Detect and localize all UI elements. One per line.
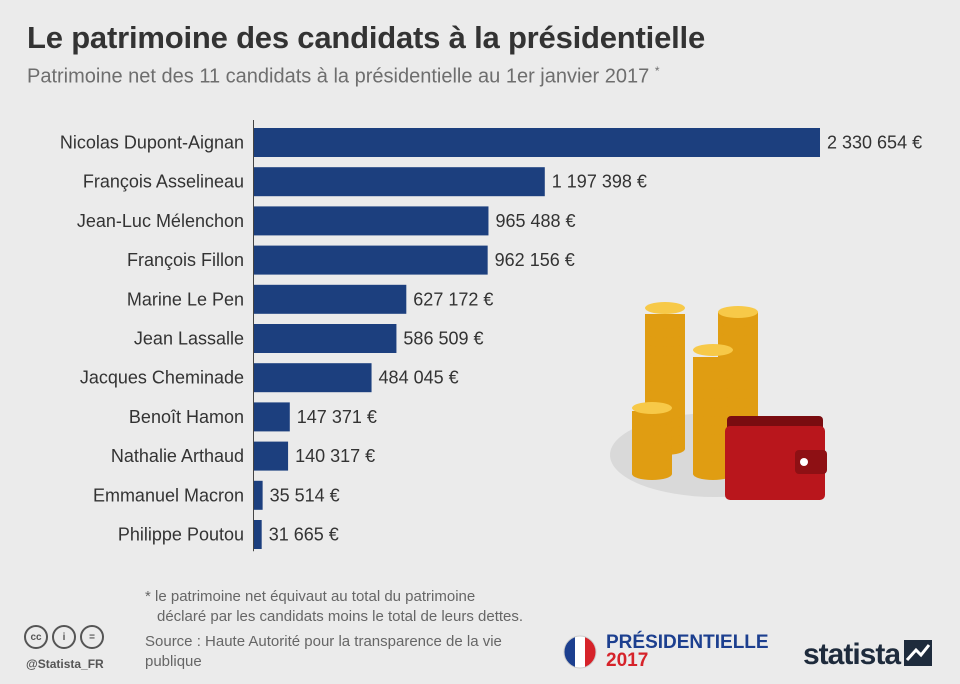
coin-top — [632, 402, 672, 414]
bar — [254, 441, 289, 471]
coin-edge — [632, 450, 672, 462]
source-note: Source : Haute Autorité pour la transpar… — [145, 633, 502, 670]
value-label: 140 317 € — [295, 446, 375, 466]
bar — [254, 167, 545, 197]
coin-top — [718, 306, 758, 318]
coin-edge — [645, 389, 685, 401]
coin-edge — [645, 371, 685, 383]
footnote-line1: * le patrimoine net équivaut au total du… — [145, 588, 476, 605]
bar — [254, 206, 489, 236]
coin-edge — [693, 360, 733, 372]
coin-edge — [718, 324, 758, 336]
coin-edge — [693, 450, 733, 462]
coin-edge — [693, 387, 733, 399]
coin-edge — [693, 414, 733, 426]
category-label: Benoît Hamon — [129, 407, 244, 427]
bar — [254, 363, 372, 393]
coin-edge — [645, 353, 685, 365]
coin-edge — [693, 432, 733, 444]
wallet-icon — [725, 416, 827, 500]
coin-edge — [693, 459, 733, 471]
presidentielle-badge: PRÉSIDENTIELLE 2017 — [562, 632, 769, 671]
category-label: Nicolas Dupont-Aignan — [60, 133, 244, 153]
chart-subtitle: Patrimoine net des 11 candidats à la pré… — [27, 64, 659, 89]
coin-edge — [645, 380, 685, 392]
category-label: Marine Le Pen — [127, 289, 244, 309]
coin-edge — [632, 432, 672, 444]
value-label: 1 197 398 € — [552, 172, 647, 192]
coin-edge — [718, 315, 758, 327]
value-label: 962 156 € — [495, 250, 575, 270]
cc-icon: cc — [24, 625, 48, 649]
coin-edge — [632, 441, 672, 453]
bar — [254, 245, 488, 275]
coin-edge — [645, 362, 685, 374]
coin-edge — [632, 459, 672, 471]
category-label: Jean-Luc Mélenchon — [77, 211, 244, 231]
badge-line2: 2017 — [606, 650, 649, 671]
value-label: 31 665 € — [269, 525, 339, 545]
bar — [254, 128, 820, 157]
coin-edge — [693, 405, 733, 417]
coin-edge — [693, 396, 733, 408]
coin-edge — [632, 423, 672, 435]
category-label: Philippe Poutou — [118, 525, 244, 545]
value-label: 586 509 € — [403, 329, 483, 349]
bar-chart: Nicolas Dupont-Aignan 2 330 654 € François… — [60, 120, 922, 552]
category-label: Emmanuel Macron — [93, 485, 244, 505]
category-label: Jacques Cheminade — [80, 368, 244, 388]
coin-edge — [645, 344, 685, 356]
coin-edge — [693, 441, 733, 453]
statista-logo-icon — [904, 640, 932, 666]
coin-edge — [632, 414, 672, 426]
value-label: 965 488 € — [495, 211, 575, 231]
bar — [254, 402, 290, 432]
coin-edge — [693, 369, 733, 381]
license-icons: cc i = — [24, 625, 104, 649]
coin-edge — [645, 317, 685, 329]
bar — [254, 284, 407, 314]
bar — [254, 480, 263, 510]
category-label: François Asselineau — [83, 172, 244, 192]
value-label: 627 172 € — [413, 289, 493, 309]
coin-edge — [693, 423, 733, 435]
badge-line1: PRÉSIDENTIELLE — [606, 632, 769, 653]
coin-edge — [645, 335, 685, 347]
value-label: 484 045 € — [379, 368, 459, 388]
value-label: 2 330 654 € — [827, 133, 922, 153]
coin-edge — [693, 378, 733, 390]
nd-icon: = — [80, 625, 104, 649]
bar — [254, 324, 397, 353]
chart-title: Le patrimoine des candidats à la préside… — [27, 20, 705, 55]
category-label: Nathalie Arthaud — [111, 446, 244, 466]
subtitle-footnote-mark: * — [654, 64, 660, 78]
social-handle: @Statista_FR — [26, 657, 104, 671]
by-icon: i — [52, 625, 76, 649]
coin-edge — [718, 333, 758, 345]
value-label: 35 514 € — [270, 485, 340, 505]
french-flag-icon — [563, 635, 597, 669]
category-label: Jean Lassalle — [134, 329, 244, 349]
category-label: François Fillon — [127, 250, 244, 270]
coin-top — [693, 344, 733, 356]
coin-edge — [645, 326, 685, 338]
coin-edge — [693, 468, 733, 480]
statista-logo-text: statista — [803, 638, 901, 671]
subtitle-text: Patrimoine net des 11 candidats à la pré… — [27, 65, 650, 88]
coin-top — [645, 302, 685, 314]
value-label: 147 371 € — [297, 407, 377, 427]
bar — [254, 520, 262, 549]
footnote: * le patrimoine net équivaut au total du… — [145, 587, 523, 627]
coins-wallet-illustration — [610, 302, 827, 500]
footnote-line2: déclaré par les candidats moins le total… — [157, 608, 524, 625]
coin-edge — [632, 468, 672, 480]
